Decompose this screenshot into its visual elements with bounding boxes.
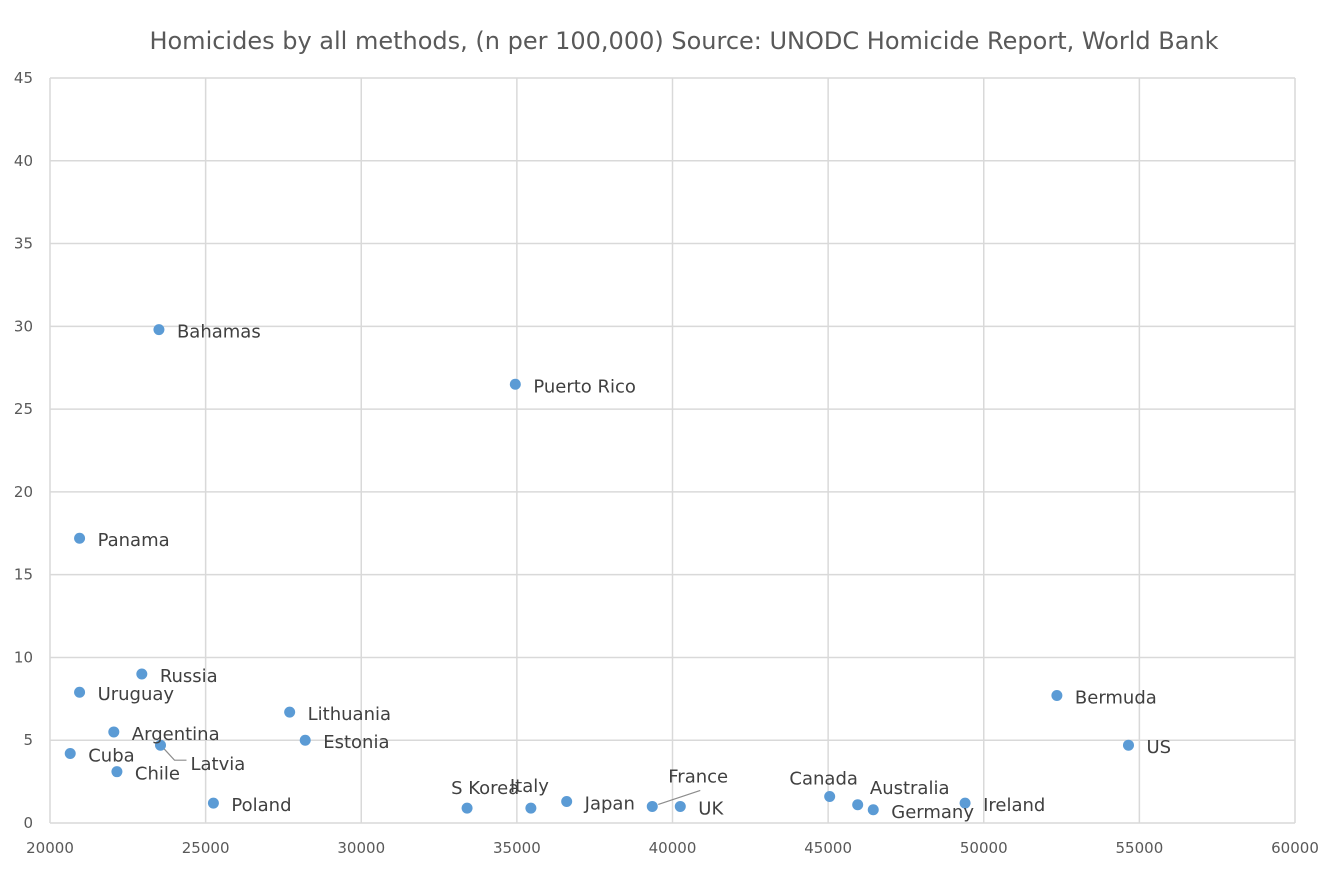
data-label: Australia	[870, 778, 950, 799]
x-tick-label: 60000	[1271, 839, 1319, 857]
data-label: Italy	[510, 776, 549, 797]
data-label: Panama	[98, 530, 170, 551]
data-point	[461, 802, 473, 814]
x-axis-ticks: 20000 25000 30000 35000 40000 45000 50000 55000…	[26, 839, 1319, 857]
data-point	[867, 804, 879, 816]
x-tick-label: 25000	[182, 839, 230, 857]
data-point	[154, 739, 166, 751]
x-tick-label: 45000	[804, 839, 852, 857]
x-tick-label: 30000	[337, 839, 385, 857]
data-point	[646, 800, 658, 812]
x-tick-label: 35000	[493, 839, 541, 857]
data-point	[959, 797, 971, 809]
data-point	[509, 378, 521, 390]
y-tick-label: 40	[14, 152, 33, 170]
y-tick-label: 45	[14, 69, 33, 87]
data-label: Argentina	[132, 724, 220, 745]
y-axis-ticks: 0 5 10 15 20 25 30 35 40 45	[14, 69, 33, 832]
data-label: Lithuania	[308, 704, 391, 725]
data-point	[299, 734, 311, 746]
y-tick-label: 20	[14, 483, 33, 501]
data-point	[1122, 739, 1134, 751]
data-point	[284, 706, 296, 718]
data-label: Bermuda	[1075, 688, 1157, 709]
y-tick-label: 25	[14, 400, 33, 418]
data-label: France	[668, 766, 728, 787]
x-tick-label: 20000	[26, 839, 74, 857]
data-points	[64, 324, 1134, 816]
data-point	[74, 532, 86, 544]
data-point	[74, 686, 86, 698]
x-tick-label: 50000	[960, 839, 1008, 857]
data-point	[674, 800, 686, 812]
y-tick-label: 35	[14, 235, 33, 253]
data-point	[824, 791, 836, 803]
data-point	[525, 802, 537, 814]
data-label: S Korea	[451, 778, 519, 799]
data-label: Ireland	[983, 795, 1045, 816]
data-label: Germany	[891, 802, 974, 823]
y-tick-label: 10	[14, 648, 33, 666]
x-tick-label: 40000	[649, 839, 697, 857]
data-point	[111, 766, 123, 778]
data-label: Chile	[135, 764, 180, 785]
data-point	[207, 797, 219, 809]
label-leader-line	[163, 747, 187, 761]
y-tick-label: 15	[14, 566, 33, 584]
x-tick-label: 55000	[1116, 839, 1164, 857]
data-label: Latvia	[190, 754, 245, 775]
data-label: Canada	[789, 769, 858, 790]
data-point	[136, 668, 148, 680]
data-point	[64, 747, 76, 759]
data-label: Uruguay	[98, 684, 175, 705]
data-label: Japan	[584, 793, 635, 814]
data-point	[561, 795, 573, 807]
label-leader-line	[658, 789, 701, 806]
chart-title: Homicides by all methods, (n per 100,000…	[149, 27, 1218, 55]
data-label: Poland	[231, 795, 291, 816]
data-point	[1051, 690, 1063, 702]
leader-lines	[163, 747, 701, 806]
data-label: UK	[698, 798, 724, 819]
data-label: Bahamas	[177, 322, 261, 343]
data-label: Russia	[160, 666, 218, 687]
data-point	[153, 324, 165, 336]
grid-lines	[49, 77, 1296, 824]
data-label: Puerto Rico	[533, 376, 636, 397]
data-label: Cuba	[88, 745, 134, 766]
data-label: US	[1146, 737, 1171, 758]
y-tick-label: 0	[23, 814, 33, 832]
data-label: Estonia	[323, 732, 389, 753]
data-point	[108, 726, 120, 738]
y-tick-label: 5	[23, 731, 33, 749]
y-tick-label: 30	[14, 317, 33, 335]
data-point	[852, 799, 864, 811]
